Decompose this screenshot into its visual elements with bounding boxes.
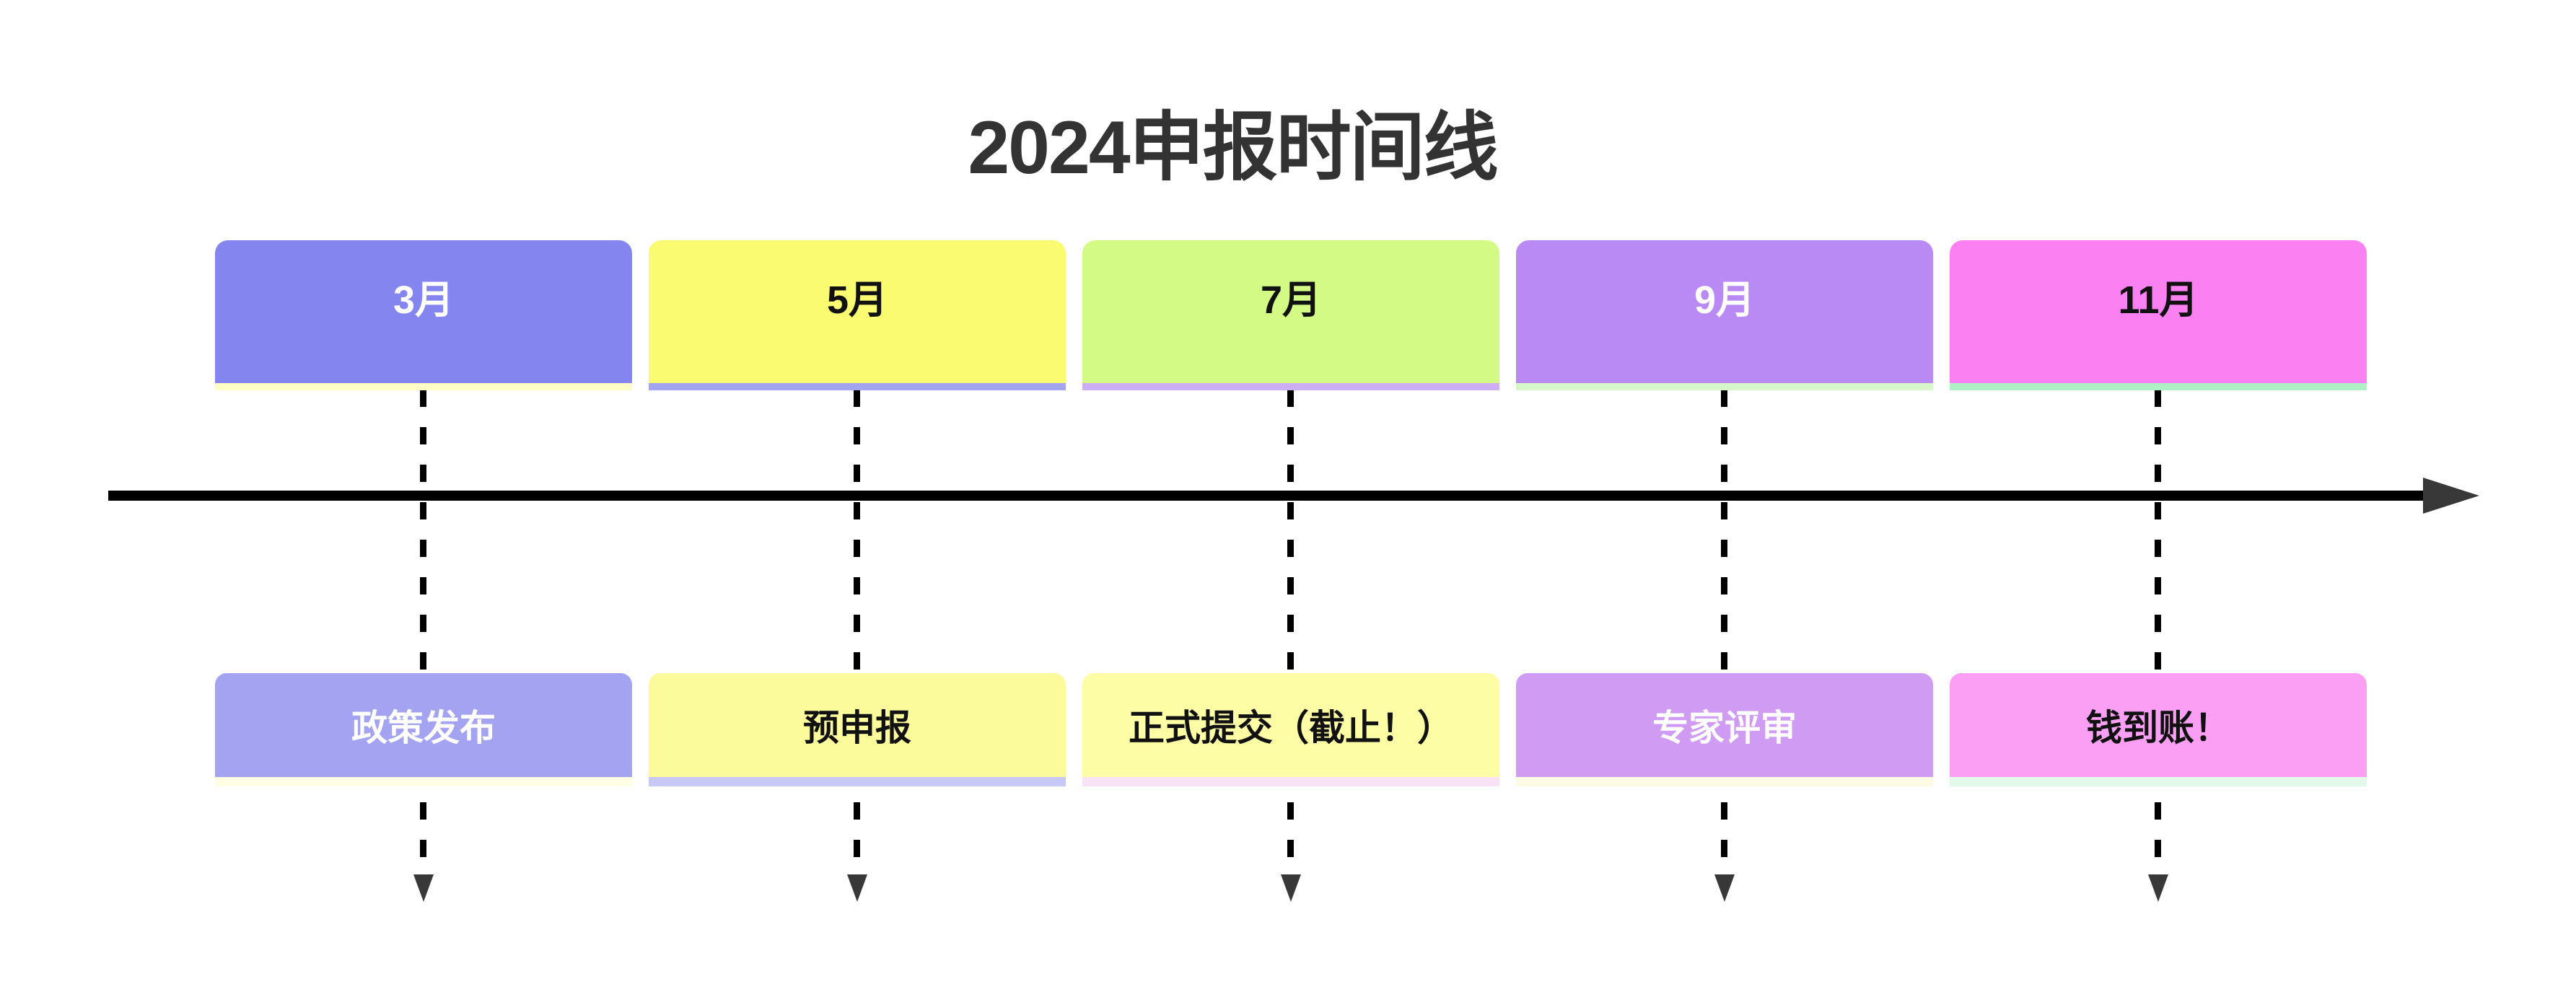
month-label: 3月 bbox=[393, 278, 455, 322]
box-shadow-strip bbox=[1516, 777, 1933, 786]
box-shadow-strip bbox=[215, 777, 632, 786]
down-arrowhead-icon bbox=[847, 874, 867, 902]
stage-box-formal-submission: 正式提交（截止！） bbox=[1082, 673, 1499, 786]
month-box-november: 11月 bbox=[1950, 240, 2367, 390]
down-arrowhead-icon bbox=[2148, 874, 2168, 902]
down-arrowhead-icon bbox=[1714, 874, 1735, 902]
box-shadow-strip bbox=[1082, 777, 1499, 786]
down-arrowhead-icon bbox=[1281, 874, 1301, 902]
stages-row: 政策发布 预申报 正式提交（截止！） 专家评审 钱到账！ bbox=[215, 673, 2367, 786]
stage-label: 钱到账！ bbox=[2086, 708, 2230, 748]
box-shadow-strip bbox=[1950, 383, 2367, 390]
stage-label: 政策发布 bbox=[351, 708, 496, 748]
stage-label: 正式提交（截止！） bbox=[1129, 708, 1453, 748]
stage-box-pre-application: 预申报 bbox=[649, 673, 1066, 786]
right-arrowhead-icon bbox=[2423, 478, 2479, 514]
connector-line bbox=[2155, 390, 2161, 874]
box-shadow-strip bbox=[649, 383, 1066, 390]
connector-line bbox=[420, 390, 426, 874]
box-shadow-strip bbox=[649, 777, 1066, 786]
box-shadow-strip bbox=[1516, 383, 1933, 390]
month-box-may: 5月 bbox=[649, 240, 1066, 390]
down-arrowhead-icon bbox=[413, 874, 434, 902]
connector-line bbox=[854, 390, 860, 874]
box-shadow-strip bbox=[1950, 777, 2367, 786]
connector-line bbox=[1721, 390, 1727, 874]
stage-label: 专家评审 bbox=[1652, 708, 1797, 748]
month-label: 7月 bbox=[1260, 278, 1322, 322]
timeline-axis bbox=[108, 491, 2426, 501]
box-shadow-strip bbox=[1082, 383, 1499, 390]
stage-box-money-arrives: 钱到账！ bbox=[1950, 673, 2367, 786]
months-row: 3月 5月 7月 9月 11月 bbox=[215, 240, 2367, 390]
month-box-september: 9月 bbox=[1516, 240, 1933, 390]
box-shadow-strip bbox=[215, 383, 632, 390]
page-title: 2024申报时间线 bbox=[968, 106, 1498, 190]
month-label: 11月 bbox=[2118, 278, 2199, 322]
month-label: 5月 bbox=[826, 278, 888, 322]
month-box-march: 3月 bbox=[215, 240, 632, 390]
stage-box-policy-release: 政策发布 bbox=[215, 673, 632, 786]
month-box-july: 7月 bbox=[1082, 240, 1499, 390]
stage-label: 预申报 bbox=[803, 708, 911, 748]
month-label: 9月 bbox=[1694, 278, 1756, 322]
stage-box-expert-review: 专家评审 bbox=[1516, 673, 1933, 786]
connector-line bbox=[1287, 390, 1294, 874]
